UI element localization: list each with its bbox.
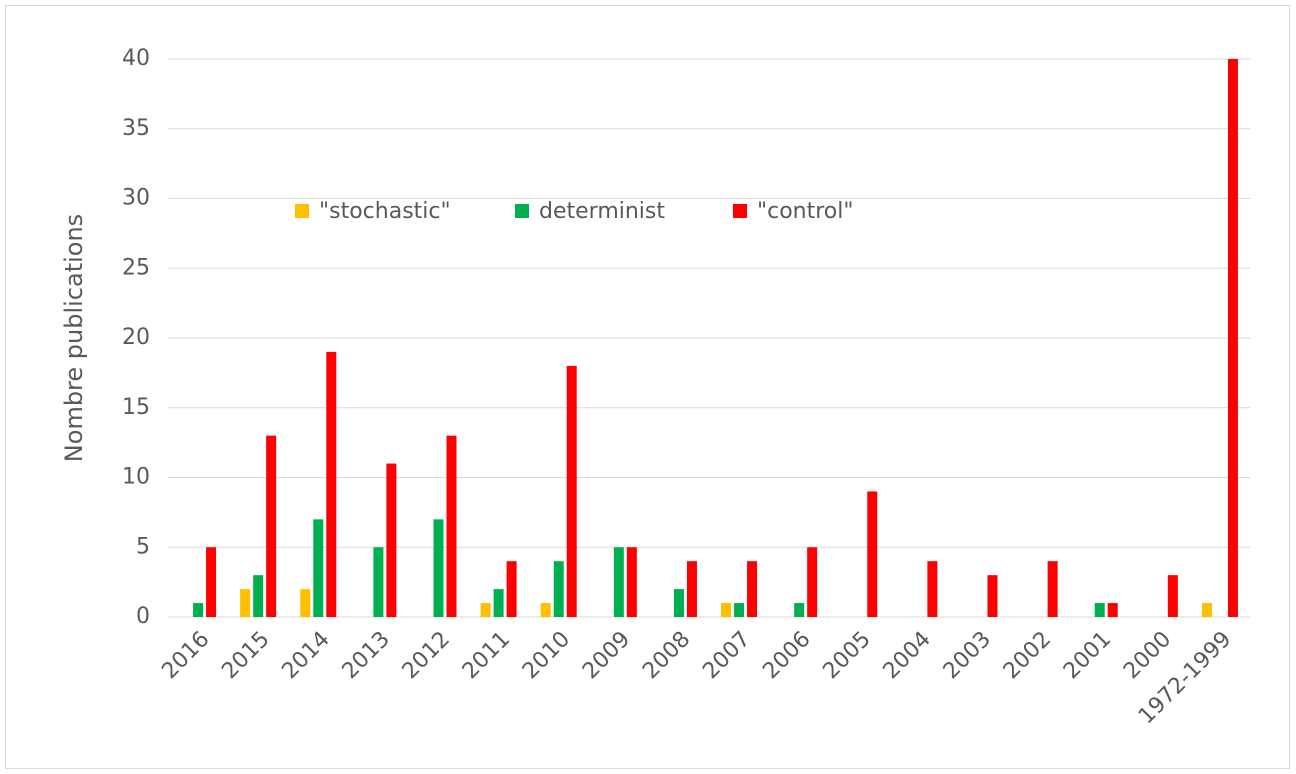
bar — [373, 547, 384, 617]
legend-swatch — [733, 204, 747, 218]
bar — [1047, 561, 1058, 617]
y-tick-label: 20 — [122, 325, 150, 350]
bar — [987, 575, 998, 617]
bar — [686, 561, 697, 617]
bar — [566, 365, 577, 617]
bar — [1107, 603, 1118, 617]
bar — [300, 589, 311, 617]
legend-swatch — [295, 204, 309, 218]
bar — [386, 463, 397, 617]
bar — [540, 603, 551, 617]
legend-label: determinist — [539, 199, 665, 224]
y-tick-label: 35 — [122, 116, 150, 141]
bar — [433, 519, 444, 617]
bar — [206, 547, 217, 617]
legend-label: "stochastic" — [319, 199, 451, 224]
bar — [734, 603, 745, 617]
legend-swatch — [515, 204, 529, 218]
bar — [266, 435, 277, 617]
bar — [313, 519, 324, 617]
bar — [193, 603, 204, 617]
bar — [721, 603, 732, 617]
legend-label: "control" — [757, 199, 854, 224]
chart-border — [5, 5, 1290, 769]
bar — [493, 589, 504, 617]
bar — [253, 575, 264, 617]
bar — [326, 351, 337, 617]
bar — [613, 547, 624, 617]
bar — [553, 561, 564, 617]
bar — [673, 589, 684, 617]
y-tick-label: 15 — [122, 395, 150, 420]
y-axis-label: Nombre publications — [60, 214, 88, 462]
bar — [794, 603, 805, 617]
bar — [747, 561, 758, 617]
bar — [807, 547, 818, 617]
bar — [626, 547, 637, 617]
y-tick-label: 40 — [122, 46, 150, 71]
bar — [480, 603, 491, 617]
bar — [1201, 603, 1212, 617]
y-tick-label: 10 — [122, 465, 150, 490]
bar — [1167, 575, 1178, 617]
bar — [867, 491, 878, 617]
bar — [1094, 603, 1105, 617]
y-tick-label: 0 — [136, 604, 150, 629]
bar — [240, 589, 251, 617]
y-tick-label: 5 — [136, 534, 150, 559]
bar — [506, 561, 517, 617]
y-tick-label: 30 — [122, 186, 150, 211]
bar — [927, 561, 938, 617]
bar — [1227, 59, 1238, 617]
y-tick-label: 25 — [122, 255, 150, 280]
bar — [446, 435, 457, 617]
